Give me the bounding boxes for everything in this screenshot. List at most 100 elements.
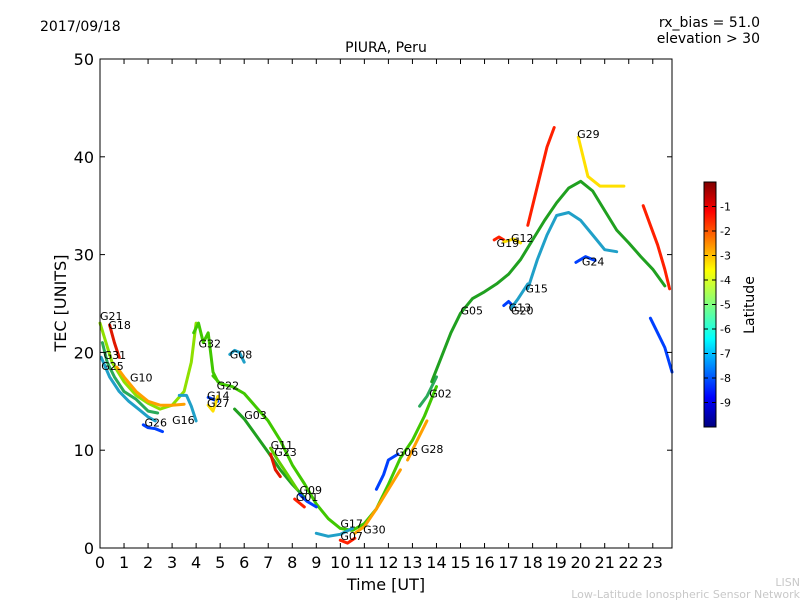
series-line-g15 bbox=[526, 211, 619, 291]
series-line-g08 bbox=[228, 348, 246, 364]
satellite-label: G13 bbox=[509, 301, 532, 314]
y-tick-label: 30 bbox=[74, 246, 94, 265]
series-line-g30 bbox=[353, 468, 402, 535]
x-tick-label: 11 bbox=[354, 553, 374, 572]
satellite-label: G17 bbox=[340, 517, 363, 530]
satellite-label: G03 bbox=[244, 409, 267, 422]
colorbar-ticks: -1 -2 -3 -4 -5 -6 -7 -8 -9 bbox=[704, 201, 731, 410]
plot-area bbox=[98, 126, 674, 545]
series-line-g10 bbox=[115, 365, 186, 407]
x-tick-label: 1 bbox=[119, 553, 129, 572]
series-line-g27 bbox=[206, 394, 220, 413]
series-line-g18 bbox=[108, 323, 121, 359]
satellite-label: G22 bbox=[217, 380, 240, 393]
series-line-g20 bbox=[509, 282, 530, 310]
series-line-g07 bbox=[338, 536, 357, 545]
series-line-g28 bbox=[406, 419, 429, 462]
colorbar-tick-label: -7 bbox=[720, 348, 731, 361]
colorbar-label: Latitude bbox=[742, 276, 758, 334]
y-tick-label: 40 bbox=[74, 148, 94, 167]
satellite-label: G15 bbox=[525, 283, 548, 296]
satellite-label: G10 bbox=[130, 372, 153, 385]
series-line-g17 bbox=[314, 526, 354, 538]
satellite-label: G05 bbox=[461, 304, 484, 317]
series-line-g24b bbox=[648, 316, 674, 374]
satellite-label: G26 bbox=[144, 417, 167, 430]
x-tick-label: 20 bbox=[570, 553, 590, 572]
colorbar-tick-label: -4 bbox=[720, 274, 731, 287]
satellite-label: G14 bbox=[207, 389, 230, 402]
y-tick-label: 20 bbox=[74, 343, 94, 362]
satellite-label: G32 bbox=[199, 338, 222, 351]
y-tick-label: 0 bbox=[84, 539, 94, 558]
x-tick-label: 6 bbox=[239, 553, 249, 572]
x-tick-label: 7 bbox=[263, 553, 273, 572]
x-tick-label: 3 bbox=[167, 553, 177, 572]
series-line-g05 bbox=[430, 179, 667, 384]
x-tick-label: 15 bbox=[450, 553, 470, 572]
satellite-label: G24 bbox=[582, 255, 605, 268]
series-line-g22 bbox=[211, 374, 438, 532]
satellite-label: G07 bbox=[340, 530, 363, 543]
series-line-g25 bbox=[99, 355, 157, 423]
colorbar-tick-label: -3 bbox=[720, 250, 731, 263]
series-line-g29 bbox=[526, 126, 556, 227]
colorbar-tick-label: -8 bbox=[720, 372, 731, 385]
series-line-g29c bbox=[641, 204, 672, 291]
x-tick-label: 2 bbox=[143, 553, 153, 572]
series-line-g06 bbox=[374, 452, 400, 491]
x-tick-label: 5 bbox=[215, 553, 225, 572]
satellite-label: G29 bbox=[577, 128, 600, 141]
x-tick-label: 19 bbox=[546, 553, 566, 572]
elevation-label: elevation > 30 bbox=[657, 31, 760, 47]
series-line-g12 bbox=[502, 237, 523, 245]
colorbar-tick-label: -6 bbox=[720, 323, 731, 336]
satellite-label: G08 bbox=[230, 348, 253, 361]
satellite-label: G21 bbox=[100, 310, 123, 323]
date-label: 2017/09/18 bbox=[40, 19, 121, 35]
series-line-g16 bbox=[177, 393, 198, 423]
credit-line1: LISN bbox=[775, 576, 800, 589]
y-axis-ticks: 0 10 20 30 40 50 bbox=[74, 50, 672, 558]
series-line-g19 bbox=[492, 235, 506, 242]
satellite-label: G02 bbox=[429, 387, 452, 400]
satellite-label: G01 bbox=[296, 491, 319, 504]
satellite-label: G30 bbox=[363, 523, 386, 536]
satellite-label: G06 bbox=[396, 446, 419, 459]
satellite-label: G11 bbox=[271, 439, 294, 452]
series-line-g09 bbox=[298, 492, 318, 509]
x-tick-label: 22 bbox=[619, 553, 639, 572]
plot-frame bbox=[99, 58, 673, 549]
x-tick-label: 9 bbox=[311, 553, 321, 572]
series-line-g31 bbox=[100, 341, 160, 415]
x-tick-label: 16 bbox=[474, 553, 494, 572]
x-tick-label: 23 bbox=[643, 553, 663, 572]
series-line-g32 bbox=[192, 321, 220, 384]
series-line-g11 bbox=[269, 446, 299, 491]
series-line-g23 bbox=[269, 452, 282, 479]
satellite-label: G12 bbox=[511, 232, 534, 245]
credit-line2: Low-Latitude Ionospheric Sensor Network bbox=[571, 588, 800, 600]
y-tick-label: 50 bbox=[74, 50, 94, 69]
x-tick-label: 4 bbox=[191, 553, 201, 572]
satellite-label: G31 bbox=[104, 349, 127, 362]
x-tick-label: 13 bbox=[402, 553, 422, 572]
series-line-g29b bbox=[576, 135, 626, 188]
colorbar-tick-label: -2 bbox=[720, 225, 731, 238]
satellite-label: G18 bbox=[108, 319, 131, 332]
x-tick-label: 0 bbox=[95, 553, 105, 572]
series-line-g24 bbox=[574, 255, 597, 264]
satellite-label: G20 bbox=[511, 304, 534, 317]
x-tick-label: 12 bbox=[378, 553, 398, 572]
series-line-g02 bbox=[418, 375, 438, 408]
satellite-label: G19 bbox=[497, 237, 520, 250]
rx-bias-label: rx_bias = 51.0 bbox=[659, 15, 760, 31]
chart-title: PIURA, Peru bbox=[345, 40, 427, 56]
x-tick-label: 21 bbox=[595, 553, 615, 572]
satellite-label: G27 bbox=[207, 397, 230, 410]
colorbar-tick-label: -5 bbox=[720, 299, 731, 312]
y-tick-label: 10 bbox=[74, 441, 94, 460]
series-line-g21 bbox=[98, 321, 198, 411]
series-line-g26 bbox=[141, 423, 164, 434]
